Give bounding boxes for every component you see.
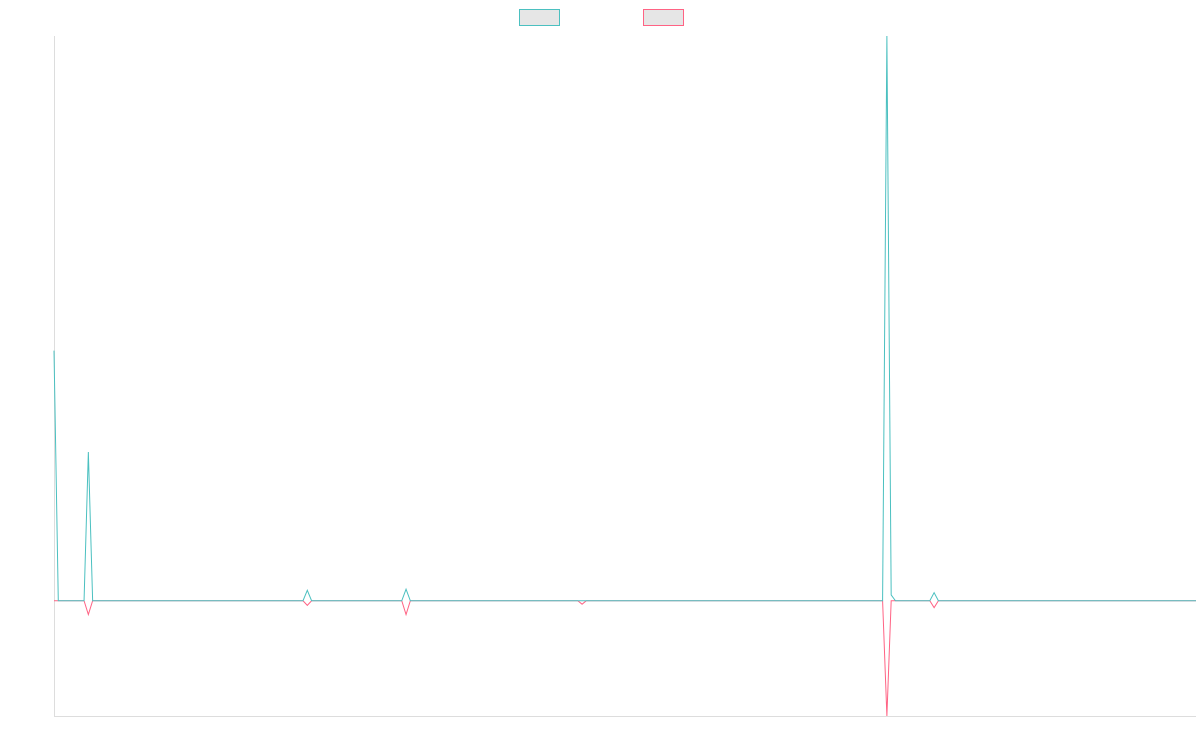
series-line-1 — [53, 35, 1196, 602]
legend-swatch-2[interactable] — [643, 9, 684, 26]
series-line-2 — [54, 600, 1196, 717]
legend-swatch-1[interactable] — [519, 9, 560, 26]
series-layer — [53, 35, 1196, 717]
legend — [519, 9, 684, 26]
